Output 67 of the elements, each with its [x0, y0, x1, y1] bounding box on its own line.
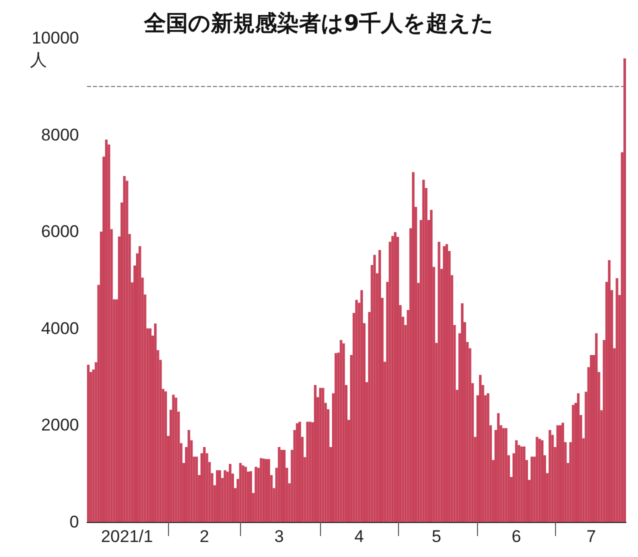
bar: [355, 300, 358, 522]
bar: [249, 471, 252, 522]
bar: [536, 436, 538, 522]
bar: [334, 353, 338, 522]
bar: [174, 398, 178, 522]
bar: [530, 456, 534, 522]
bar: [172, 394, 175, 522]
bar: [224, 470, 226, 522]
bar: [314, 385, 317, 522]
bar: [623, 58, 626, 522]
bar: [278, 446, 280, 522]
bar: [486, 393, 490, 522]
y-tick-label: 10000: [32, 28, 79, 48]
bar: [123, 176, 126, 522]
bar: [502, 428, 505, 522]
bar: [87, 364, 90, 522]
x-tick-label: 2: [200, 527, 210, 546]
bar: [360, 290, 363, 522]
bar: [342, 343, 345, 522]
bar: [438, 242, 440, 522]
bar: [520, 446, 523, 522]
bar: [572, 404, 574, 522]
bar: [319, 388, 322, 522]
bar: [188, 430, 190, 522]
bar: [244, 466, 247, 522]
bar: [306, 422, 309, 522]
bar: [595, 333, 598, 522]
bar: [138, 246, 142, 522]
bar: [254, 466, 258, 522]
y-tick-label: 8000: [41, 125, 79, 144]
bar: [556, 425, 559, 522]
x-tick-label: 4: [354, 527, 364, 546]
bar: [322, 388, 324, 522]
bar: [538, 438, 541, 522]
bar: [548, 430, 552, 522]
bar: [228, 464, 232, 522]
bar: [515, 440, 518, 522]
bar: [164, 391, 167, 522]
x-tick-label: 5: [432, 527, 442, 546]
y-tick-label: 0: [70, 512, 79, 532]
bar: [391, 236, 394, 522]
bar: [497, 413, 500, 522]
x-tick-label: 6: [512, 527, 522, 546]
x-tick-label: 3: [274, 527, 284, 546]
bar: [308, 422, 312, 522]
bar: [154, 324, 157, 522]
bar: [239, 462, 242, 522]
chart-title: 全国の新規感染者は9千人を超えた: [142, 10, 494, 36]
bar: [340, 340, 342, 522]
bar: [260, 458, 262, 522]
bar: [616, 278, 618, 522]
y-tick-label: 2000: [41, 416, 79, 435]
x-tick-label: 2021/1: [100, 527, 153, 546]
x-tick-label: 7: [586, 527, 596, 546]
y-tick-label: 6000: [41, 222, 79, 242]
bar: [422, 180, 425, 522]
y-axis-title: 人: [30, 50, 47, 70]
bar: [262, 458, 265, 522]
bar: [522, 446, 526, 522]
bar: [203, 446, 206, 522]
bar: [195, 456, 198, 522]
bar: [242, 465, 244, 522]
bar: [105, 140, 108, 522]
bar: [373, 254, 376, 522]
bar: [504, 428, 508, 522]
y-tick-label: 4000: [41, 318, 79, 338]
bar: [216, 470, 219, 522]
